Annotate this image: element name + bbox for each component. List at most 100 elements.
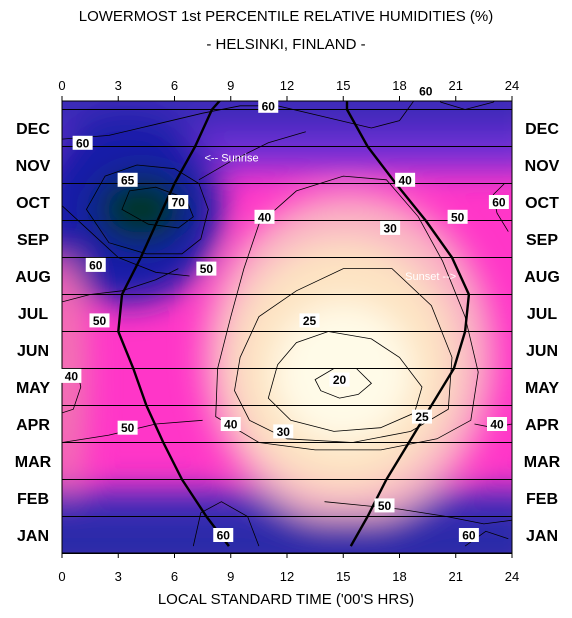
month-label-right: JAN <box>526 528 558 545</box>
x-tick-label-top: 0 <box>58 78 65 93</box>
contour-label: 70 <box>172 196 186 210</box>
contour-label-box <box>487 417 507 431</box>
curve-annotation: Sunset --> <box>405 271 456 283</box>
contour-label-box <box>72 135 93 150</box>
contour-line <box>492 183 512 232</box>
contour-label-box <box>415 84 436 98</box>
x-tick-label-bottom: 15 <box>336 569 350 584</box>
contour-label: 60 <box>419 85 433 99</box>
month-label-right: JUN <box>526 343 558 360</box>
region-afternoon-core <box>273 302 414 443</box>
contour-line <box>85 164 209 255</box>
contour-label-box <box>273 424 294 439</box>
month-label-left: APR <box>16 417 50 434</box>
contour-label-box <box>258 98 279 113</box>
contour-label: 50 <box>93 314 107 328</box>
contour-line <box>62 205 190 277</box>
region-peak <box>95 174 186 245</box>
contour-label-box <box>299 313 320 328</box>
contour-label: 60 <box>492 196 506 210</box>
x-tick-label-top: 9 <box>227 78 234 93</box>
contour-label-box <box>395 172 416 187</box>
x-tick-label-bottom: 6 <box>171 569 178 584</box>
contour-label: 60 <box>262 99 276 113</box>
chart-title: LOWERMOST 1st PERCENTILE RELATIVE HUMIDI… <box>78 8 494 25</box>
x-tick-label-bottom: 9 <box>227 569 234 584</box>
contour-label: 50 <box>378 499 392 513</box>
x-tick-label-bottom: 0 <box>58 569 65 584</box>
contour-label: 40 <box>65 369 79 383</box>
contour-label: 40 <box>490 418 504 432</box>
month-label-right: OCT <box>525 195 559 212</box>
contour-label: 25 <box>303 314 317 328</box>
month-label-left: OCT <box>16 195 50 212</box>
contour-label: 40 <box>224 418 238 432</box>
contour-line <box>439 101 495 110</box>
x-tick-label-bottom: 18 <box>392 569 406 584</box>
x-tick-label-top: 24 <box>505 78 519 93</box>
curve-annotation: <-- Sunrise <box>205 153 259 165</box>
contour-line <box>121 186 194 229</box>
contour-line <box>314 368 372 399</box>
contour-label-box <box>89 313 110 328</box>
contour-label-box <box>220 417 241 431</box>
contour-label-box <box>488 195 509 209</box>
contour-label: 30 <box>277 425 291 439</box>
region-bottom <box>62 518 512 553</box>
contour-label-box <box>380 220 401 235</box>
contour-line <box>198 131 306 181</box>
contour-label-box <box>374 498 395 513</box>
x-tick-label-top: 3 <box>115 78 122 93</box>
contour-label: 25 <box>415 410 429 424</box>
contour-label-box <box>329 372 350 387</box>
contour-label: 20 <box>333 373 347 387</box>
month-label-right: APR <box>525 417 559 434</box>
x-tick-labels-bottom: 0 3 6 9 12 15 18 21 24 <box>58 553 519 584</box>
contour-label-box <box>254 209 275 224</box>
x-tick-labels-top: 0 3 6 9 12 15 18 21 24 <box>58 78 519 101</box>
contour-label: 60 <box>89 258 103 272</box>
x-tick-label-bottom: 21 <box>449 569 463 584</box>
contour-label-box <box>447 209 468 224</box>
month-label-left: DEC <box>16 121 50 138</box>
x-tick-label-bottom: 24 <box>505 569 519 584</box>
x-tick-label-top: 6 <box>171 78 178 93</box>
x-tick-label-top: 12 <box>280 78 294 93</box>
contour-lines <box>62 101 512 547</box>
contour-label: 60 <box>217 529 231 543</box>
contour-label-box <box>85 257 106 272</box>
month-label-left: JUN <box>17 343 49 360</box>
month-label-left: MAY <box>16 380 50 397</box>
month-label-right: MAY <box>525 380 559 397</box>
contour-line <box>62 268 179 303</box>
contour-label: 30 <box>383 221 397 235</box>
contour-label-box <box>196 261 217 276</box>
x-tick-label-top: 21 <box>449 78 463 93</box>
contour-label-box <box>412 409 432 424</box>
sunrise-sunset-curves <box>117 101 471 547</box>
x-axis-label: LOCAL STANDARD TIME ('00'S HRS) <box>157 591 415 608</box>
x-tick-label-bottom: 3 <box>115 569 122 584</box>
month-labels-left: JAN FEB MAR APR MAY JUN JUL AUG SEP OCT NOV DEC <box>15 121 52 545</box>
contour-label-box <box>117 172 138 187</box>
contour-label-box <box>213 528 234 542</box>
contour-label-box <box>168 195 189 209</box>
contour-label-box <box>61 368 82 383</box>
contour-line <box>234 268 453 443</box>
contour-label-box <box>117 420 138 435</box>
contour-line <box>267 331 423 432</box>
contour-line <box>215 175 479 451</box>
sunset-curve <box>345 101 471 547</box>
month-label-right: NOV <box>525 158 560 175</box>
month-label-right: MAR <box>524 454 561 471</box>
month-label-left: JUL <box>18 306 48 323</box>
month-label-left: FEB <box>17 491 49 508</box>
month-labels-right: JAN FEB MAR APR MAY JUN JUL AUG SEP OCT NOV DEC <box>524 121 561 545</box>
contour-label-box <box>458 528 479 542</box>
contour-label: 60 <box>462 529 476 543</box>
chart-subtitle: - HELSINKI, FINLAND - <box>206 36 366 53</box>
month-label-right: AUG <box>524 269 560 286</box>
month-label-right: SEP <box>526 232 558 249</box>
contour-label: 50 <box>451 210 465 224</box>
contour-line <box>192 501 260 547</box>
